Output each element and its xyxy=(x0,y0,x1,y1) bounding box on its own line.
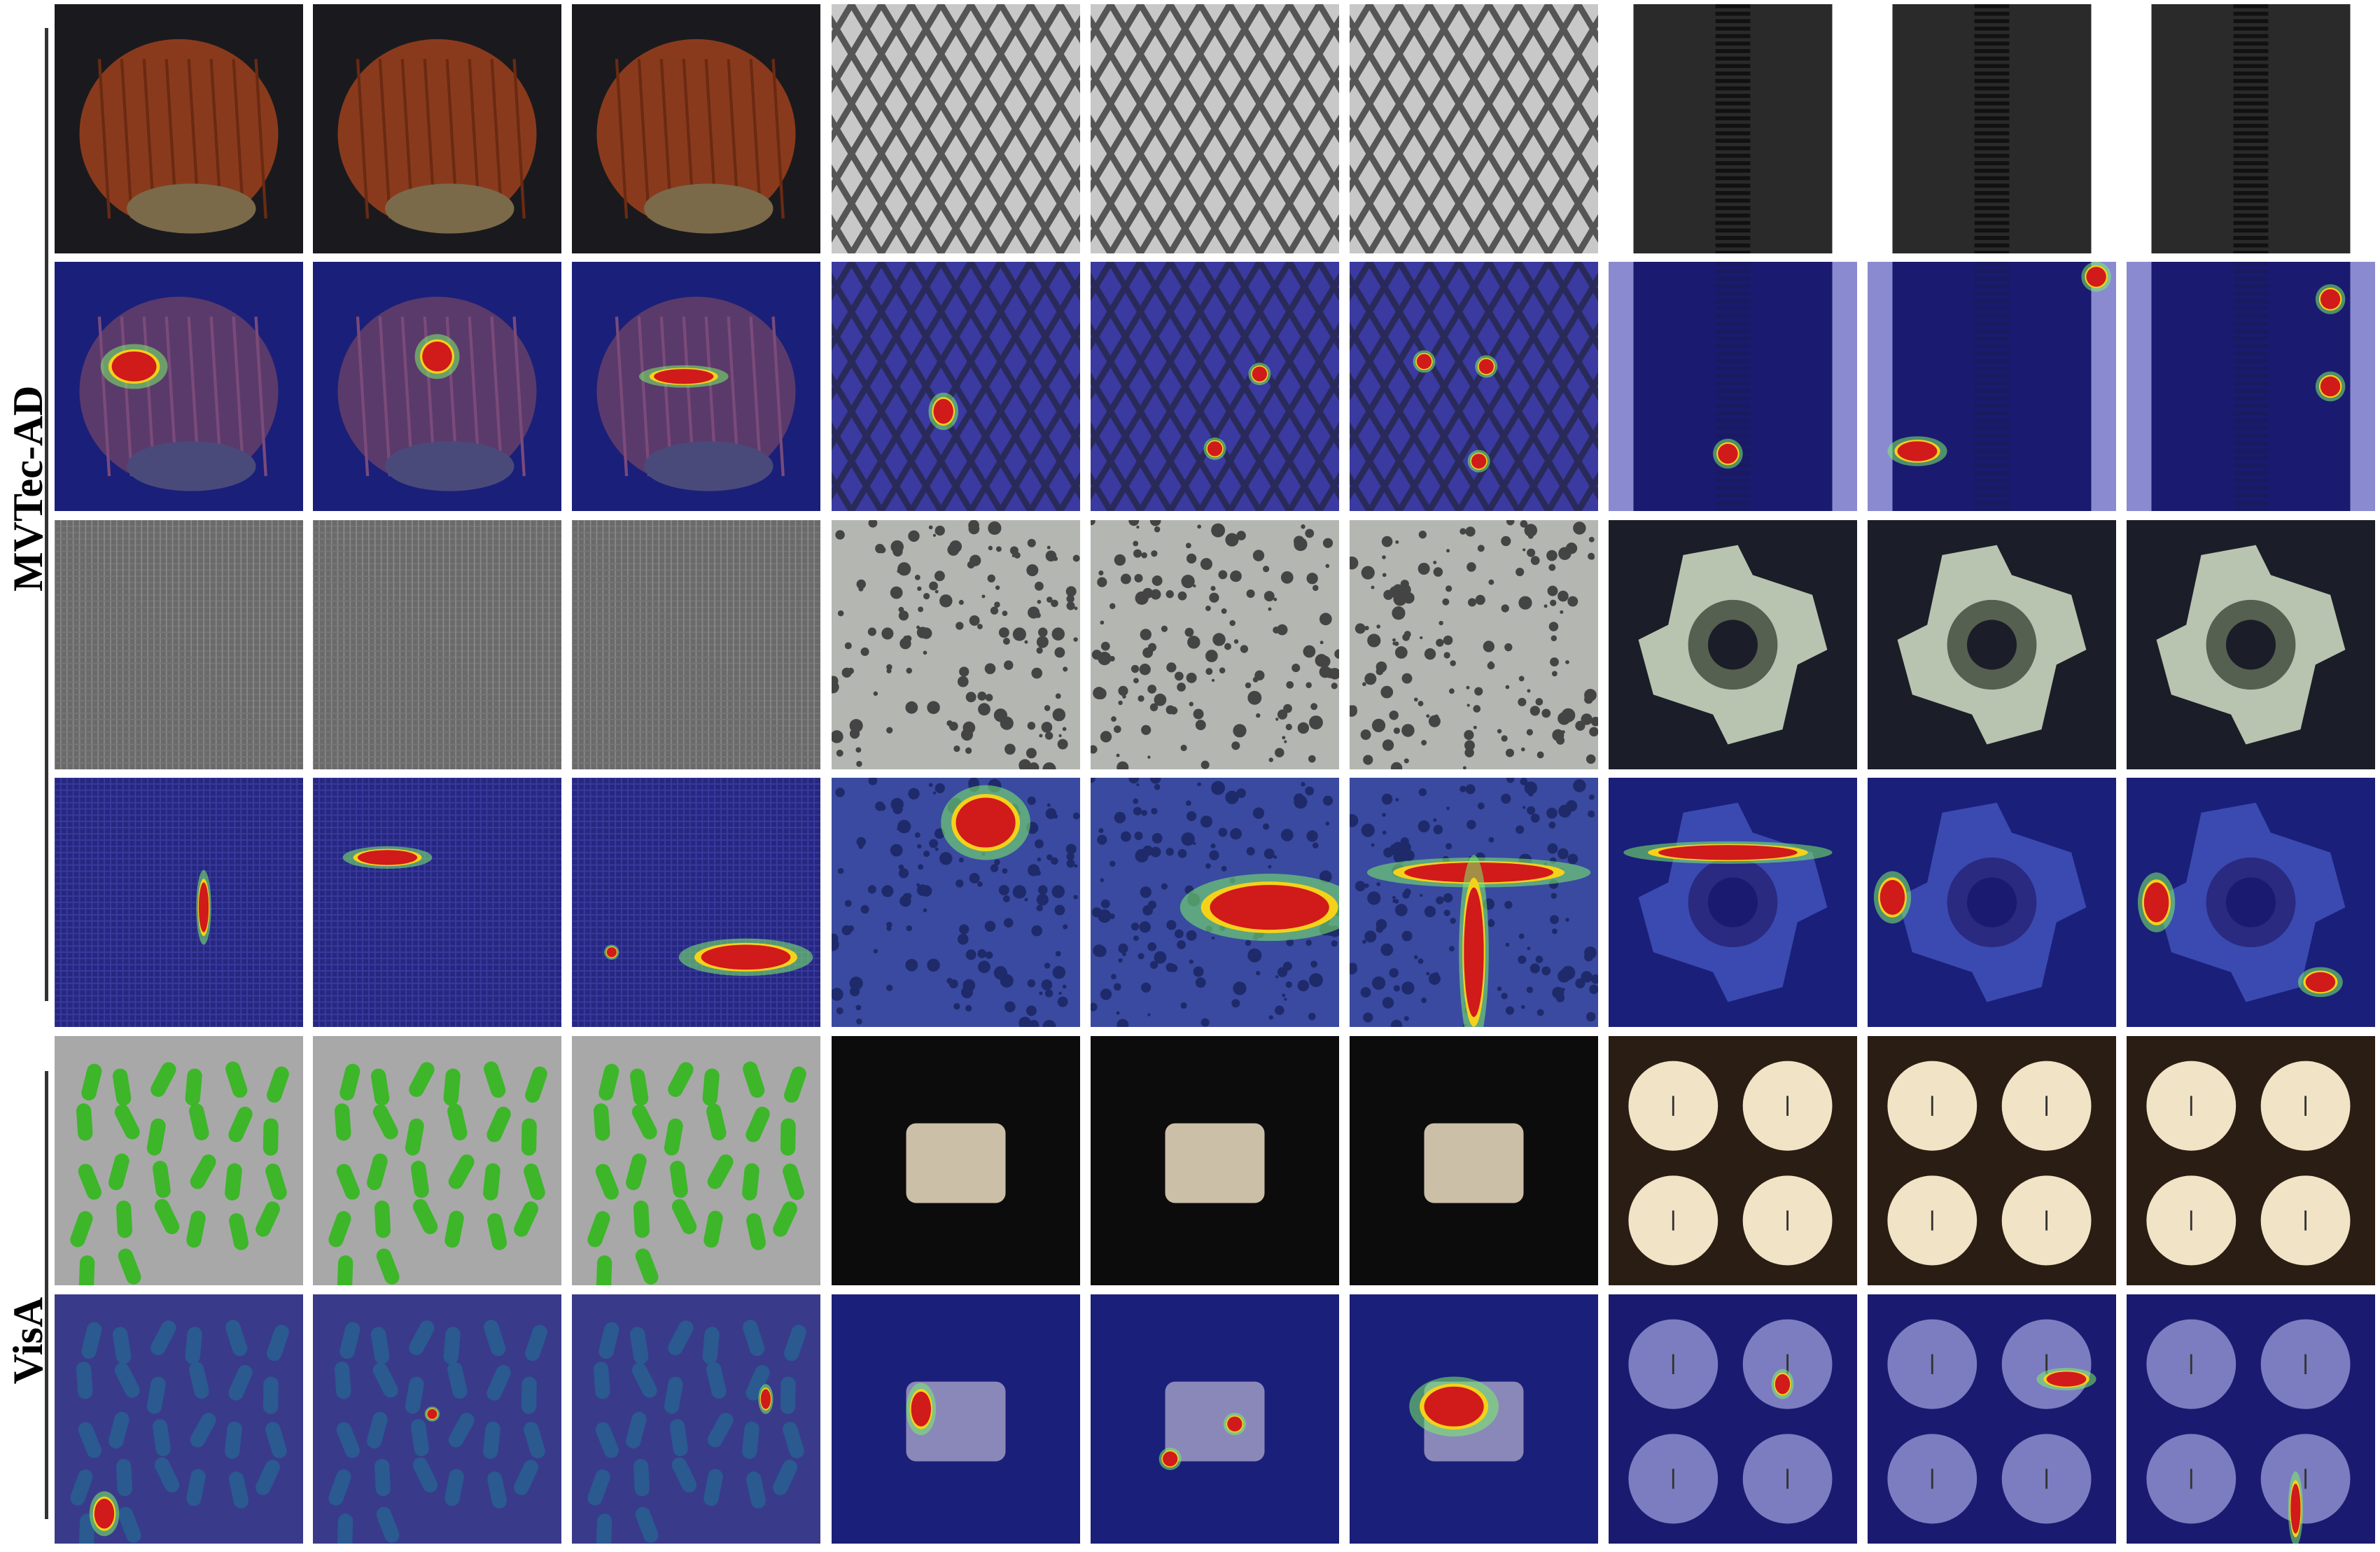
anomaly-heatmap-r4-c8 xyxy=(1868,778,2116,1027)
anomaly-heatmap-r2-c1 xyxy=(55,262,303,511)
anomaly-heatmap-r4-c2 xyxy=(313,778,561,1027)
anomaly-heatmap-r6-c5 xyxy=(1091,1294,1339,1544)
anomaly-heatmap-r6-c3 xyxy=(572,1294,820,1544)
input-image-r3-c2 xyxy=(313,520,561,769)
anomaly-heatmap-r6-c6 xyxy=(1350,1294,1598,1544)
input-image-r1-c4 xyxy=(832,4,1080,253)
input-image-r1-c3 xyxy=(572,4,820,253)
input-image-r5-c4 xyxy=(832,1036,1080,1285)
input-image-r1-c9 xyxy=(2127,4,2375,253)
input-image-r5-c6 xyxy=(1350,1036,1598,1285)
input-image-r1-c2 xyxy=(313,4,561,253)
input-image-r1-c6 xyxy=(1350,4,1598,253)
anomaly-heatmap-r6-c2 xyxy=(313,1294,561,1544)
input-image-r1-c8 xyxy=(1868,4,2116,253)
input-image-r5-c7 xyxy=(1609,1036,1857,1285)
anomaly-heatmap-r4-c5 xyxy=(1091,778,1339,1027)
input-image-r5-c8 xyxy=(1868,1036,2116,1285)
group-bracket-mvtec xyxy=(45,28,48,1001)
anomaly-heatmap-r2-c2 xyxy=(313,262,561,511)
anomaly-heatmap-r2-c5 xyxy=(1091,262,1339,511)
input-image-r5-c9 xyxy=(2127,1036,2375,1285)
anomaly-heatmap-r2-c9 xyxy=(2127,262,2375,511)
anomaly-heatmap-r2-c6 xyxy=(1350,262,1598,511)
input-image-r1-c7 xyxy=(1609,4,1857,253)
input-image-r3-c6 xyxy=(1350,520,1598,769)
group-label-visa: VisA xyxy=(5,1296,51,1385)
anomaly-heatmap-r4-c1 xyxy=(55,778,303,1027)
input-image-r1-c5 xyxy=(1091,4,1339,253)
input-image-r3-c4 xyxy=(832,520,1080,769)
anomaly-heatmap-r2-c4 xyxy=(832,262,1080,511)
anomaly-heatmap-r4-c9 xyxy=(2127,778,2375,1027)
anomaly-heatmap-r4-c3 xyxy=(572,778,820,1027)
anomaly-heatmap-r2-c7 xyxy=(1609,262,1857,511)
input-image-r3-c7 xyxy=(1609,520,1857,769)
anomaly-heatmap-r4-c4 xyxy=(832,778,1080,1027)
group-label-mvtec: MVTec-AD xyxy=(5,385,51,592)
input-image-r3-c8 xyxy=(1868,520,2116,769)
anomaly-heatmap-r6-c8 xyxy=(1868,1294,2116,1544)
input-image-r3-c9 xyxy=(2127,520,2375,769)
anomaly-heatmap-r6-c4 xyxy=(832,1294,1080,1544)
anomaly-heatmap-r4-c7 xyxy=(1609,778,1857,1027)
input-image-r3-c1 xyxy=(55,520,303,769)
anomaly-heatmap-r6-c7 xyxy=(1609,1294,1857,1544)
input-image-r3-c5 xyxy=(1091,520,1339,769)
input-image-r5-c2 xyxy=(313,1036,561,1285)
input-image-r5-c3 xyxy=(572,1036,820,1285)
input-image-r1-c1 xyxy=(55,4,303,253)
group-bracket-visa xyxy=(45,1071,48,1519)
anomaly-heatmap-r2-c8 xyxy=(1868,262,2116,511)
anomaly-heatmap-r6-c1 xyxy=(55,1294,303,1544)
input-image-r3-c3 xyxy=(572,520,820,769)
input-image-r5-c5 xyxy=(1091,1036,1339,1285)
anomaly-heatmap-r6-c9 xyxy=(2127,1294,2375,1544)
anomaly-heatmap-r2-c3 xyxy=(572,262,820,511)
anomaly-heatmap-r4-c6 xyxy=(1350,778,1598,1027)
input-image-r5-c1 xyxy=(55,1036,303,1285)
